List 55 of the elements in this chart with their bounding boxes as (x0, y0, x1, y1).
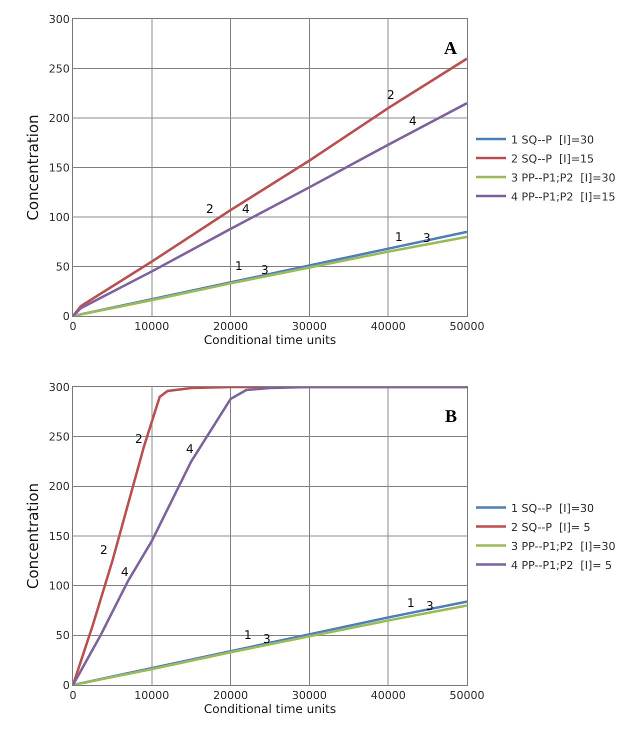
annotation: 3 (263, 632, 271, 646)
legend-label: 2 SQ--P [I]=15 (511, 152, 594, 166)
x-tick-label: 40000 (370, 689, 406, 702)
line-series (73, 387, 467, 685)
legend-label: 3 PP--P1;P2 [I]=30 (511, 171, 616, 184)
x-tick-label: 30000 (292, 689, 327, 702)
y-tick-label: 100 (48, 210, 70, 224)
annotation: 1 (395, 230, 403, 244)
line-series (73, 102, 467, 316)
annotation: 4 (121, 565, 129, 579)
x-tick-label: 50000 (450, 689, 484, 702)
legend-label: 3 PP--P1;P2 [I]=30 (511, 540, 616, 553)
annotation: 1 (235, 259, 243, 273)
annotation: 4 (242, 202, 250, 216)
annotation: 2 (206, 202, 214, 216)
legend-label: 1 SQ--P [I]=30 (511, 502, 594, 515)
x-axis-title: Conditional time units (204, 333, 336, 348)
annotation: 3 (261, 263, 269, 277)
y-tick-label: 200 (48, 480, 70, 494)
annotation: 4 (409, 114, 417, 128)
y-axis-title: Concentration (24, 114, 42, 221)
x-tick-label: 30000 (292, 320, 327, 334)
x-tick-label: 10000 (134, 689, 170, 702)
y-tick-label: 250 (48, 62, 70, 76)
y-tick-label: 300 (48, 12, 70, 26)
legend-label: 1 SQ--P [I]=30 (511, 133, 594, 146)
y-tick-label: 200 (48, 112, 70, 125)
annotation: 2 (100, 543, 108, 557)
annotation: 1 (407, 596, 415, 610)
annotation: 1 (244, 628, 252, 642)
legend-label: 2 SQ--P [I]= 5 (511, 520, 591, 534)
y-tick-label: 0 (62, 678, 70, 692)
y-axis-title: Concentration (24, 482, 42, 590)
y-tick-label: 250 (48, 430, 70, 444)
y-tick-label: 300 (48, 380, 70, 394)
y-tick-label: 50 (56, 629, 70, 642)
x-tick-label: 20000 (213, 320, 248, 334)
text: A (444, 38, 457, 58)
annotation: 2 (135, 432, 143, 446)
legend-label: 4 PP--P1;P2 [I]= 5 (511, 558, 612, 572)
x-tick-label: 50000 (450, 320, 484, 334)
x-axis-title: Conditional time units (204, 702, 336, 716)
x-tick-label: 40000 (370, 320, 406, 334)
x-tick-label: 10000 (134, 320, 170, 334)
y-tick-label: 150 (48, 530, 70, 543)
text: B (445, 406, 458, 426)
x-tick-label: 20000 (213, 689, 248, 702)
line-series (73, 57, 467, 316)
annotation: 2 (387, 88, 395, 102)
y-tick-label: 100 (48, 580, 70, 593)
legend-label: 4 PP--P1;P2 [I]=15 (511, 190, 616, 204)
y-tick-label: 150 (48, 161, 70, 174)
y-tick-label: 0 (62, 310, 70, 323)
y-tick-label: 50 (56, 260, 70, 274)
annotation: 4 (186, 442, 194, 456)
